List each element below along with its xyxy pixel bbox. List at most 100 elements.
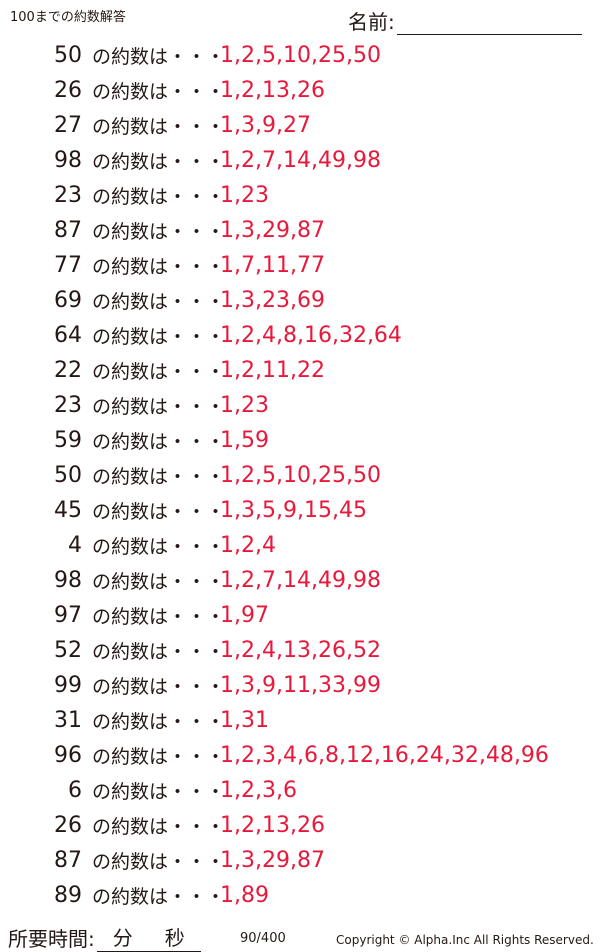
question-text: の約数は・・・ (92, 116, 226, 138)
question-text: の約数は・・・ (92, 746, 226, 768)
answer: 1,2,7,14,49,98 (220, 568, 381, 593)
number: 45 (54, 498, 82, 523)
question-text: の約数は・・・ (92, 886, 226, 908)
question-text: の約数は・・・ (92, 816, 226, 838)
number: 31 (54, 708, 82, 733)
list-item: 96 の約数は・・・ 1,2,3,4,6,8,12,16,24,32,48,96 (0, 738, 549, 773)
answer: 1,59 (220, 428, 269, 453)
answer: 1,2,13,26 (220, 78, 325, 103)
time-field: 所要時間: 分 秒 (8, 922, 201, 952)
number: 23 (54, 393, 82, 418)
list-item: 4 の約数は・・・ 1,2,4 (0, 528, 276, 563)
list-item: 87 の約数は・・・ 1,3,29,87 (0, 213, 325, 248)
question-text: の約数は・・・ (92, 326, 226, 348)
list-item: 50 の約数は・・・ 1,2,5,10,25,50 (0, 38, 381, 73)
page-number: 90/400 (240, 931, 286, 946)
question-text: の約数は・・・ (92, 46, 226, 68)
list-item: 87 の約数は・・・ 1,3,29,87 (0, 843, 325, 878)
answer: 1,2,3,4,6,8,12,16,24,32,48,96 (220, 743, 549, 768)
question-text: の約数は・・・ (92, 536, 226, 558)
list-item: 64 の約数は・・・ 1,2,4,8,16,32,64 (0, 318, 402, 353)
question-text: の約数は・・・ (92, 571, 226, 593)
number: 4 (68, 533, 82, 558)
answer: 1,2,4,13,26,52 (220, 638, 381, 663)
question-text: の約数は・・・ (92, 291, 226, 313)
minutes-label: 分 (112, 926, 133, 950)
question-text: の約数は・・・ (92, 81, 226, 103)
number: 98 (54, 568, 82, 593)
question-text: の約数は・・・ (92, 151, 226, 173)
answer: 1,3,29,87 (220, 848, 325, 873)
list-item: 52 の約数は・・・ 1,2,4,13,26,52 (0, 633, 381, 668)
answer: 1,3,9,11,33,99 (220, 673, 381, 698)
question-text: の約数は・・・ (92, 851, 226, 873)
time-label: 所要時間: (8, 927, 95, 951)
answer: 1,2,11,22 (220, 358, 325, 383)
question-text: の約数は・・・ (92, 361, 226, 383)
answer: 1,2,5,10,25,50 (220, 43, 381, 68)
answer: 1,3,5,9,15,45 (220, 498, 367, 523)
number: 52 (54, 638, 82, 663)
number: 6 (68, 778, 82, 803)
question-text: の約数は・・・ (92, 711, 226, 733)
number: 97 (54, 603, 82, 628)
number: 22 (54, 358, 82, 383)
answer: 1,3,29,87 (220, 218, 325, 243)
number: 26 (54, 78, 82, 103)
answer: 1,23 (220, 393, 269, 418)
seconds-label: 秒 (164, 926, 185, 950)
question-text: の約数は・・・ (92, 256, 226, 278)
list-item: 98 の約数は・・・ 1,2,7,14,49,98 (0, 143, 381, 178)
copyright: Copyright © Alpha.Inc All Rights Reserve… (336, 933, 594, 947)
worksheet-title: 100までの約数解答 (10, 10, 126, 25)
answer: 1,31 (220, 708, 269, 733)
number: 59 (54, 428, 82, 453)
number: 98 (54, 148, 82, 173)
answer: 1,7,11,77 (220, 253, 325, 278)
number: 50 (54, 43, 82, 68)
number: 89 (54, 883, 82, 908)
list-item: 6 の約数は・・・ 1,2,3,6 (0, 773, 297, 808)
list-item: 23 の約数は・・・ 1,23 (0, 388, 269, 423)
question-text: の約数は・・・ (92, 641, 226, 663)
question-text: の約数は・・・ (92, 396, 226, 418)
list-item: 22 の約数は・・・ 1,2,11,22 (0, 353, 325, 388)
list-item: 50 の約数は・・・ 1,2,5,10,25,50 (0, 458, 381, 493)
question-text: の約数は・・・ (92, 466, 226, 488)
list-item: 98 の約数は・・・ 1,2,7,14,49,98 (0, 563, 381, 598)
number: 87 (54, 848, 82, 873)
number: 23 (54, 183, 82, 208)
number: 64 (54, 323, 82, 348)
list-item: 97 の約数は・・・ 1,97 (0, 598, 269, 633)
answer: 1,3,9,27 (220, 113, 311, 138)
number: 69 (54, 288, 82, 313)
list-item: 99 の約数は・・・ 1,3,9,11,33,99 (0, 668, 381, 703)
answer: 1,89 (220, 883, 269, 908)
question-text: の約数は・・・ (92, 676, 226, 698)
question-text: の約数は・・・ (92, 501, 226, 523)
answer: 1,2,3,6 (220, 778, 297, 803)
number: 87 (54, 218, 82, 243)
answer: 1,23 (220, 183, 269, 208)
question-text: の約数は・・・ (92, 781, 226, 803)
list-item: 69 の約数は・・・ 1,3,23,69 (0, 283, 325, 318)
question-text: の約数は・・・ (92, 431, 226, 453)
answer: 1,2,5,10,25,50 (220, 463, 381, 488)
number: 50 (54, 463, 82, 488)
list-item: 26 の約数は・・・ 1,2,13,26 (0, 808, 325, 843)
answer: 1,97 (220, 603, 269, 628)
number: 27 (54, 113, 82, 138)
number: 96 (54, 743, 82, 768)
name-field: 名前: (348, 6, 582, 35)
list-item: 27 の約数は・・・ 1,3,9,27 (0, 108, 311, 143)
question-text: の約数は・・・ (92, 606, 226, 628)
list-item: 45 の約数は・・・ 1,3,5,9,15,45 (0, 493, 367, 528)
answer: 1,3,23,69 (220, 288, 325, 313)
list-item: 31 の約数は・・・ 1,31 (0, 703, 269, 738)
name-label: 名前: (348, 10, 395, 34)
list-item: 26 の約数は・・・ 1,2,13,26 (0, 73, 325, 108)
time-blank-line: 分 秒 (96, 922, 201, 952)
answer: 1,2,4 (220, 533, 276, 558)
number: 77 (54, 253, 82, 278)
answer: 1,2,4,8,16,32,64 (220, 323, 402, 348)
